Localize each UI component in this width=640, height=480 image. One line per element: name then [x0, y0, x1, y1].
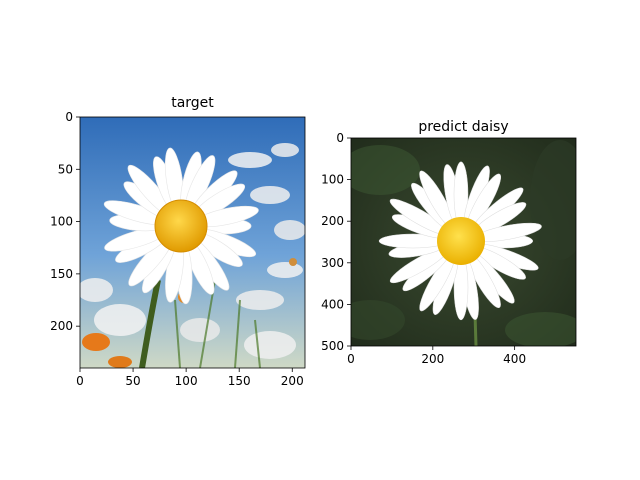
- x-tick-label: 150: [228, 374, 251, 388]
- x-tick-label: 0: [347, 352, 355, 366]
- predict-image: [351, 138, 576, 346]
- panel-target: target: [50, 95, 306, 388]
- x-tick-label: 50: [125, 374, 140, 388]
- y-tick-label: 150: [50, 267, 73, 281]
- y-tick-label: 200: [50, 319, 73, 333]
- target-axis-ticks: 0 50 100 150 200 0 50 100 150 200: [50, 110, 304, 388]
- panel-title: predict daisy: [418, 119, 508, 135]
- x-tick-label: 400: [503, 352, 526, 366]
- predict-axis-ticks: 0 200 400 0 100 200 300 400 500: [321, 131, 526, 366]
- y-tick-label: 0: [336, 131, 344, 145]
- y-tick-label: 100: [321, 173, 344, 187]
- panel-title: target: [171, 95, 214, 111]
- panel-predict: predict daisy 0 200 400 0 100 200 300 400 500: [321, 119, 577, 366]
- x-tick-label: 200: [281, 374, 304, 388]
- y-tick-label: 0: [65, 110, 73, 124]
- y-tick-label: 100: [50, 215, 73, 229]
- y-tick-label: 200: [321, 214, 344, 228]
- x-tick-label: 200: [421, 352, 444, 366]
- y-tick-label: 500: [321, 339, 344, 353]
- y-tick-label: 50: [58, 162, 73, 176]
- x-tick-label: 100: [175, 374, 198, 388]
- y-tick-label: 300: [321, 256, 344, 270]
- y-tick-label: 400: [321, 297, 344, 311]
- target-image: [80, 117, 305, 368]
- x-tick-label: 0: [76, 374, 84, 388]
